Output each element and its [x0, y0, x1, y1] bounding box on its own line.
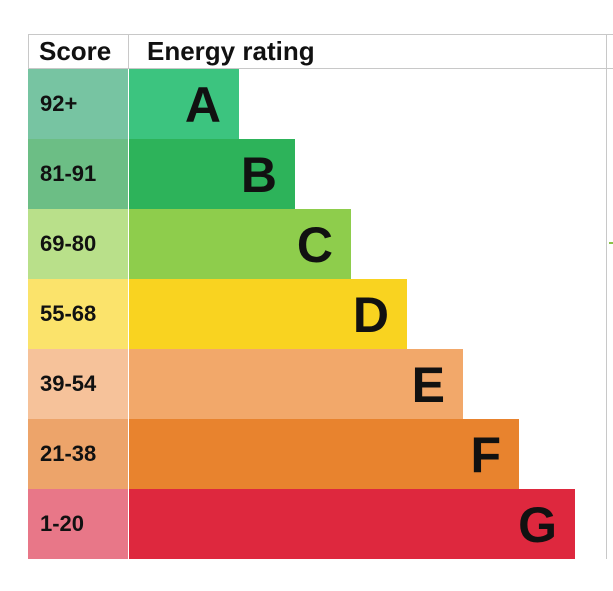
header-top-line: [28, 34, 613, 35]
score-cell-d: 55-68: [28, 279, 128, 349]
rating-letter-a: A: [184, 77, 221, 133]
rating-bar-c: C: [129, 209, 351, 279]
rating-letter-g: G: [518, 497, 557, 553]
epc-chart: Score Energy rating 92+ A 81-91 B 69-80 C 55-6…: [28, 34, 613, 560]
rating-bar-a: A: [129, 69, 239, 139]
edge-mark: [609, 242, 613, 244]
score-cell-c: 69-80: [28, 209, 128, 279]
rating-letter-b: B: [240, 147, 277, 203]
right-border-line: [606, 34, 607, 559]
rating-bar-f: F: [129, 419, 519, 489]
rating-letter-d: D: [352, 287, 389, 343]
rating-bar-g: G: [129, 489, 575, 559]
column-divider-line: [128, 34, 129, 69]
score-cell-b: 81-91: [28, 139, 128, 209]
rating-letter-f: F: [470, 427, 501, 483]
score-cell-g: 1-20: [28, 489, 128, 559]
rating-bar-e: E: [129, 349, 463, 419]
rating-letter-e: E: [411, 357, 445, 413]
score-cell-f: 21-38: [28, 419, 128, 489]
score-cell-e: 39-54: [28, 349, 128, 419]
header-bottom-line: [28, 68, 613, 69]
rating-bar-d: D: [129, 279, 407, 349]
score-header: Score: [39, 36, 112, 66]
score-cell-a: 92+: [28, 69, 128, 139]
energy-rating-header: Energy rating: [147, 36, 315, 66]
rating-bar-b: B: [129, 139, 295, 209]
rating-letter-c: C: [296, 217, 333, 273]
left-border-line: [28, 34, 29, 69]
